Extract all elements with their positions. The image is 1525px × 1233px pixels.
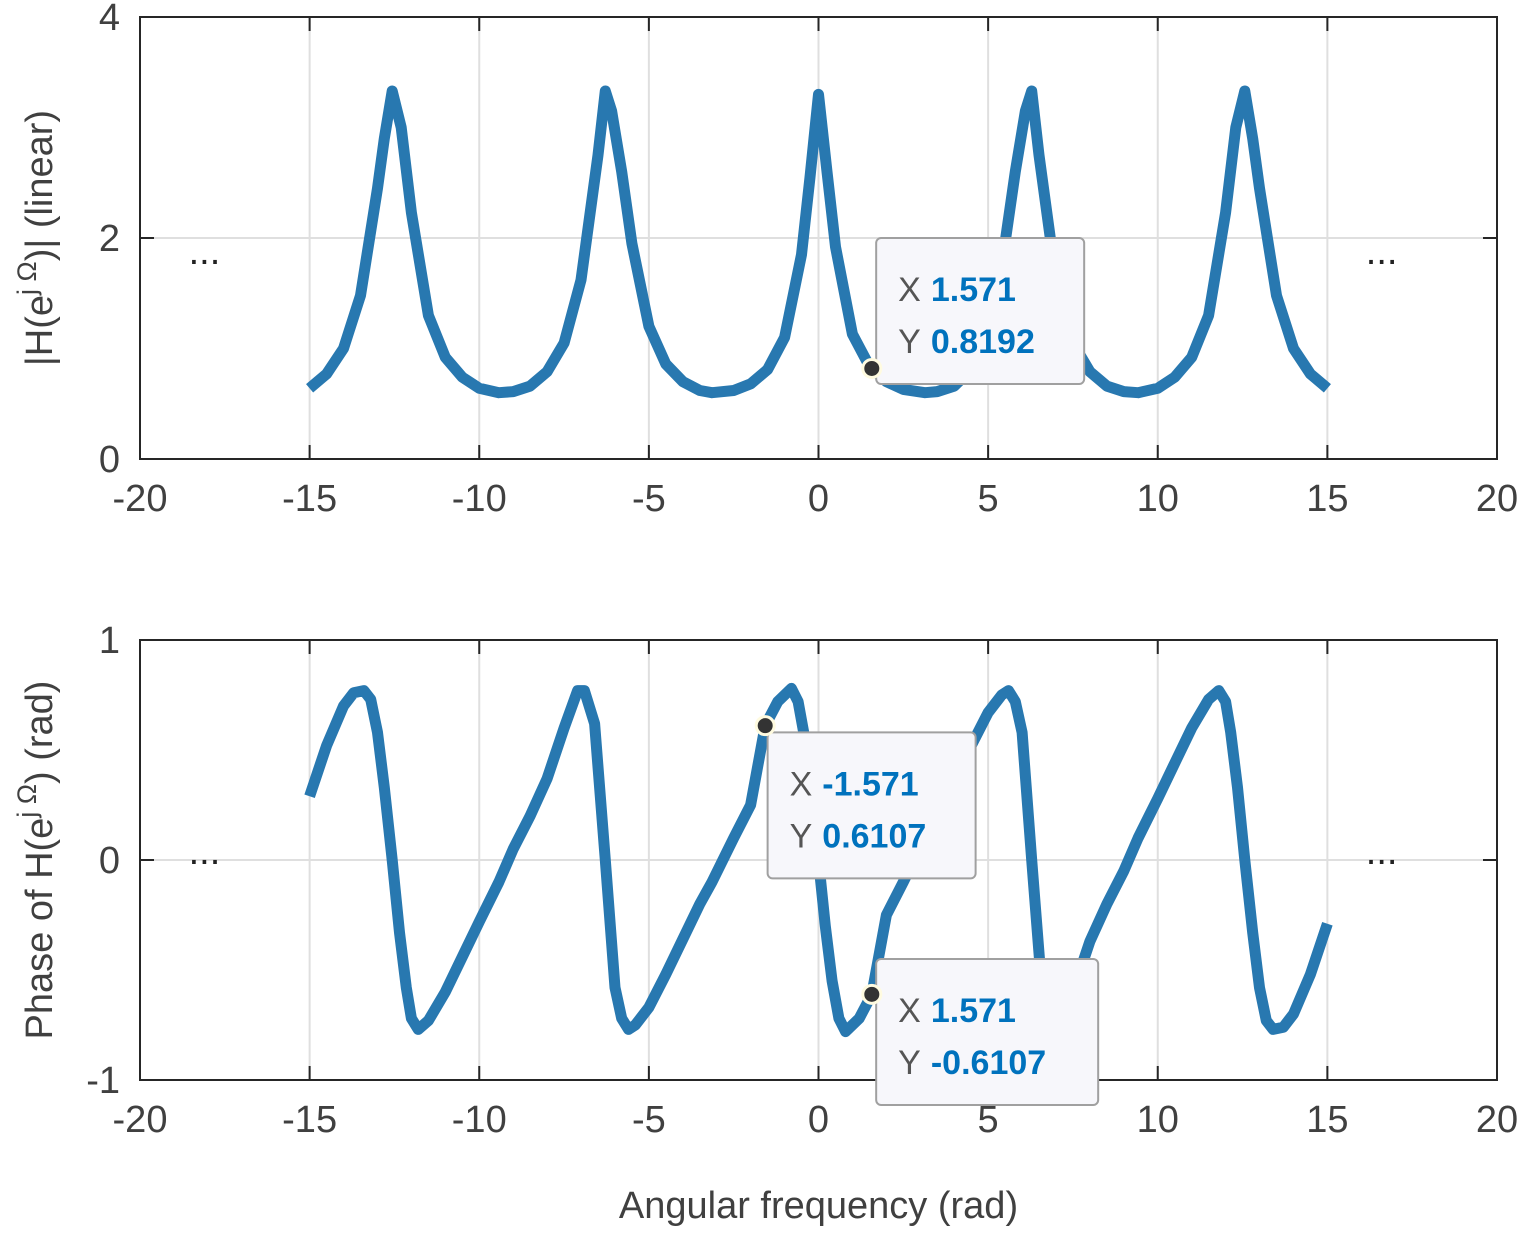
datatip-marker[interactable]: [861, 983, 883, 1005]
y-tick-label: 2: [99, 218, 120, 260]
ellipsis-annotation: ...: [1366, 231, 1398, 273]
datatip[interactable]: X -1.571 Y 0.6107: [754, 715, 977, 880]
x-tick-label: 20: [1476, 478, 1518, 520]
x-tick-label: -20: [113, 1099, 168, 1141]
datatip-marker[interactable]: [754, 715, 776, 737]
datatip-box: [875, 237, 1086, 385]
ellipsis-annotation: ...: [1366, 831, 1398, 873]
x-tick-label: 5: [978, 478, 999, 520]
x-tick-label: -20: [113, 478, 168, 520]
datatip-y-row: Y 0.6107: [790, 817, 927, 855]
phase-y-axis-label: Phase of H(ej Ω) (rad): [12, 681, 61, 1040]
x-tick-label: 0: [808, 1099, 829, 1141]
y-tick-label: 0: [99, 840, 120, 882]
x-tick-label: 10: [1137, 478, 1179, 520]
ellipsis-annotation: ...: [189, 831, 221, 873]
x-tick-label: -10: [452, 1099, 507, 1141]
x-tick-label: -5: [632, 478, 666, 520]
datatip-x-row: X 1.571: [898, 271, 1016, 309]
ellipsis-annotation: ...: [189, 231, 221, 273]
magnitude-y-axis-label: |H(ej Ω)| (linear): [12, 110, 61, 366]
phase-x-axis-label: Angular frequency (rad): [619, 1185, 1018, 1227]
magnitude-series-line: [306, 85, 1331, 399]
x-tick-label: -15: [282, 1099, 337, 1141]
datatip-box: [766, 731, 977, 880]
datatip[interactable]: X 1.571 Y -0.6107: [861, 958, 1100, 1106]
x-tick-label: -15: [282, 478, 337, 520]
magnitude-panel: -20 -15 -10 -5 0 5 10 15 20 0 2 4 |H(ej Ω)| (linear)…: [12, 0, 1518, 520]
datatip[interactable]: X 1.571 Y 0.8192: [861, 237, 1086, 385]
y-tick-label: 1: [99, 620, 120, 662]
datatip-x-row: X 1.571: [898, 992, 1016, 1030]
x-tick-label: 0: [808, 478, 829, 520]
x-tick-label: 20: [1476, 1099, 1518, 1141]
y-tick-label: 0: [99, 439, 120, 481]
datatip-x-row: X -1.571: [790, 765, 919, 803]
magnitude-grid: [139, 16, 1498, 460]
x-tick-label: -10: [452, 478, 507, 520]
x-tick-label: 15: [1306, 1099, 1348, 1141]
x-tick-label: 15: [1306, 478, 1348, 520]
datatip-y-row: Y -0.6107: [898, 1044, 1046, 1082]
y-tick-label: 4: [99, 0, 120, 39]
datatip-box: [875, 958, 1100, 1106]
x-tick-label: -5: [632, 1099, 666, 1141]
datatip-y-row: Y 0.8192: [898, 323, 1035, 361]
x-tick-label: 5: [978, 1099, 999, 1141]
y-tick-label: -1: [86, 1060, 120, 1102]
x-tick-label: 10: [1137, 1099, 1179, 1141]
datatip-marker[interactable]: [861, 357, 883, 379]
